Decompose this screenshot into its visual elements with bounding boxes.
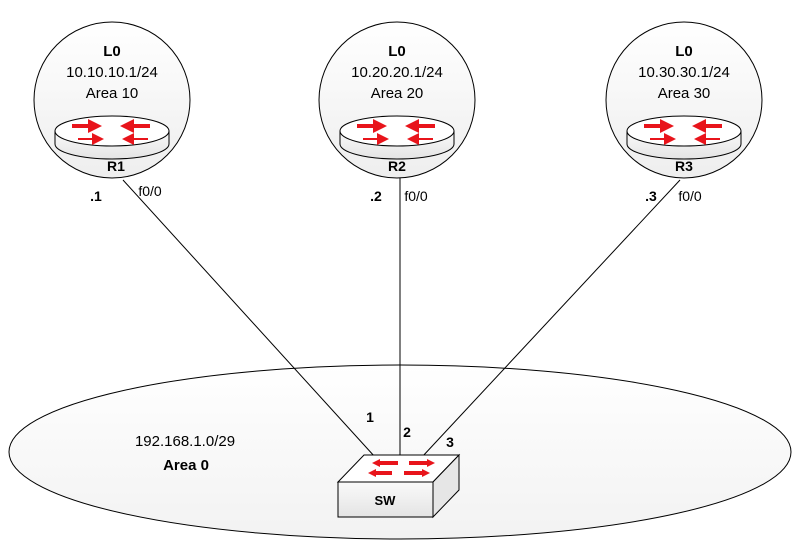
r2-router-icon: [339, 115, 455, 160]
r2-loopback-ip: 10.20.20.1/24: [351, 64, 443, 81]
sw-port-2: 2: [403, 424, 411, 440]
sw-port-1: 1: [366, 409, 374, 425]
r1-node: L0 10.10.10.1/24 Area 10 R1 .1 f0/0: [33, 21, 191, 204]
r2-name: R2: [388, 158, 406, 174]
link-r1-sw: [122, 179, 376, 458]
r2-host-octet: .2: [370, 188, 382, 204]
r2-interface: f0/0: [404, 188, 428, 204]
r3-loopback-area: Area 30: [658, 85, 711, 102]
r2-node: L0 10.20.20.1/24 Area 20 R2 .2 f0/0: [318, 21, 476, 204]
r2-loopback-area: Area 20: [371, 85, 424, 102]
switch-name: SW: [375, 493, 397, 508]
area0-network: 192.168.1.0/29: [135, 433, 235, 450]
r1-host-octet: .1: [90, 188, 102, 204]
r2-loopback-name: L0: [388, 43, 406, 60]
r1-loopback-area: Area 10: [86, 85, 139, 102]
r3-host-octet: .3: [645, 188, 657, 204]
r1-loopback-name: L0: [103, 43, 121, 60]
r1-router-icon: [54, 115, 170, 160]
r1-name: R1: [107, 158, 125, 174]
link-r3-sw: [421, 179, 681, 458]
r3-node: L0 10.30.30.1/24 Area 30 R3 .3 f0/0: [605, 21, 763, 204]
sw-port-3: 3: [446, 434, 454, 450]
r3-interface: f0/0: [678, 188, 702, 204]
r3-loopback-ip: 10.30.30.1/24: [638, 64, 730, 81]
r3-router-icon: [626, 115, 742, 160]
r3-loopback-name: L0: [675, 43, 693, 60]
r3-name: R3: [675, 158, 693, 174]
r1-interface: f0/0: [138, 183, 162, 199]
r1-loopback-ip: 10.10.10.1/24: [66, 64, 158, 81]
switch-icon: SW: [336, 453, 461, 519]
area0-name: Area 0: [163, 457, 209, 474]
